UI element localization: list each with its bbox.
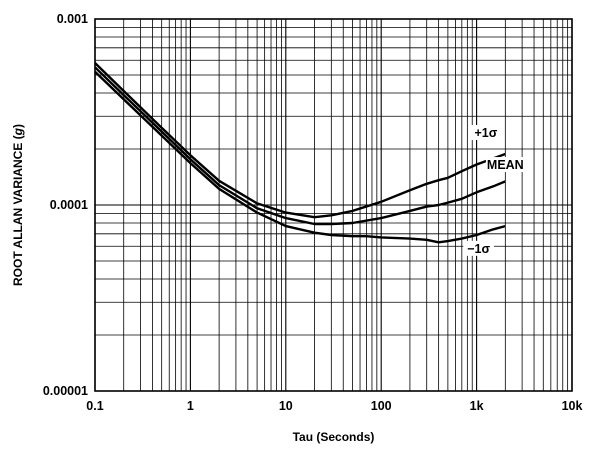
x-tick-label: 10 [279,399,293,413]
annotation-label: +1σ [474,126,497,140]
annotation-label: MEAN [487,158,524,172]
x-tick-label: 1 [187,399,194,413]
x-axis-title: Tau (Seconds) [293,430,375,444]
x-tick-label: 100 [371,399,392,413]
annotation-backing [470,124,502,140]
plot-frame [94,18,573,392]
y-tick-labels: 0.00001 0.0001 0.001 [43,12,88,398]
x-tick-label: 1k [470,399,484,413]
y-tick-label: 0.00001 [43,384,88,398]
annotation-backing [485,157,525,173]
y-axis-title-unit: g [11,127,25,136]
y-tick-label: 0.001 [57,12,88,26]
y-axis-title: ROOT ALLAN VARIANCE (g) [11,124,25,286]
x-tick-label: 10k [562,399,583,413]
x-tick-labels: 0.1 1 10 100 1k 10k [86,399,582,413]
annotations: +1σ MEAN −1σ [463,124,525,256]
series-layer [94,62,506,244]
y-axis-title-prefix: ROOT ALLAN VARIANCE ( [11,135,25,286]
series-line-minus-1-sigma [94,70,506,244]
annotation-label: −1σ [467,242,490,256]
series-line-plus-1-sigma [94,62,506,219]
x-tick-label: 0.1 [86,399,103,413]
y-tick-label: 0.0001 [50,198,88,212]
y-axis-title-suffix: ) [11,124,25,128]
annotation-backing [463,240,494,256]
series-line-mean [94,66,506,226]
